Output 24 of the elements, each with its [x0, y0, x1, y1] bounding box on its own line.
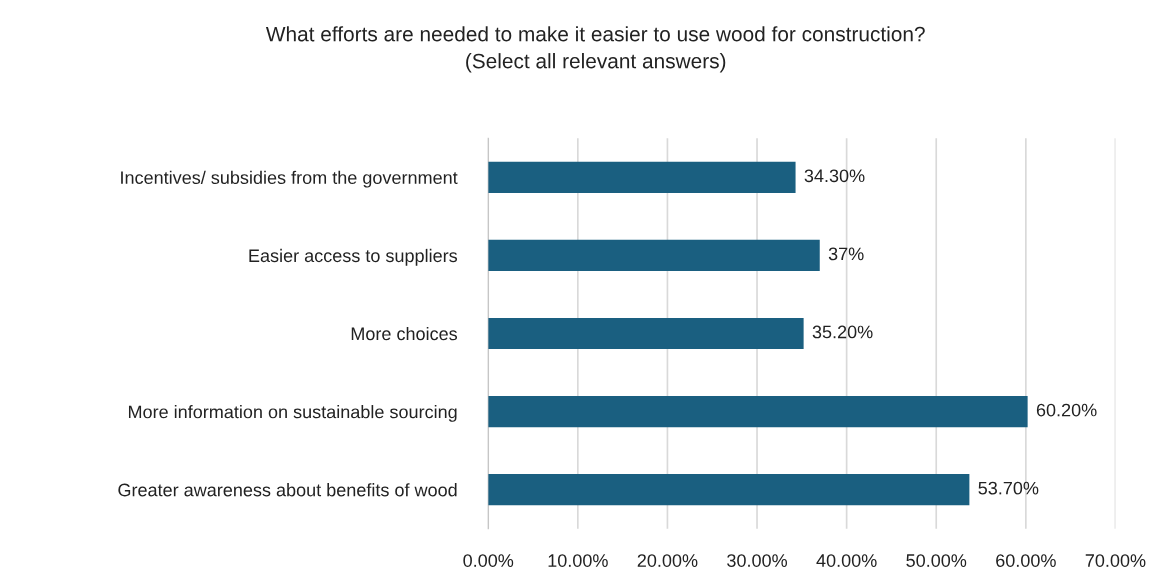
x-tick-label: 0.00%: [463, 554, 514, 567]
y-tick-label: Greater awareness about benefits of wood: [118, 483, 457, 497]
x-tick-label: 70.00%: [1085, 554, 1146, 567]
bar: [488, 161, 796, 193]
x-tick-label: 30.00%: [727, 554, 788, 567]
data-label: 34.30%: [804, 169, 865, 183]
bar: [488, 239, 820, 272]
x-tick-label: 60.00%: [996, 554, 1056, 567]
x-tick-label: 50.00%: [906, 554, 967, 567]
data-label: 35.20%: [812, 325, 873, 339]
y-tick-label: Easier access to suppliers: [249, 248, 458, 266]
data-label: 37%: [828, 247, 864, 261]
bar: [488, 395, 1028, 428]
chart-title: What efforts are needed to make it easier to use wood for construction? (Select all relevant answers): [265, 26, 925, 73]
data-label: 53.70%: [978, 481, 1039, 495]
x-tick-label: 10.00%: [548, 554, 608, 567]
bar: [488, 317, 804, 350]
y-tick-label: More choices: [351, 326, 458, 341]
bar: [488, 474, 970, 506]
y-tick-label: More information on sustainable sourcing: [128, 405, 457, 422]
x-tick-label: 40.00%: [816, 554, 877, 567]
x-tick-label: 20.00%: [637, 554, 698, 567]
data-label: 60.20%: [1036, 403, 1097, 417]
y-tick-label: Incentives/ subsidies from the government: [121, 170, 458, 188]
